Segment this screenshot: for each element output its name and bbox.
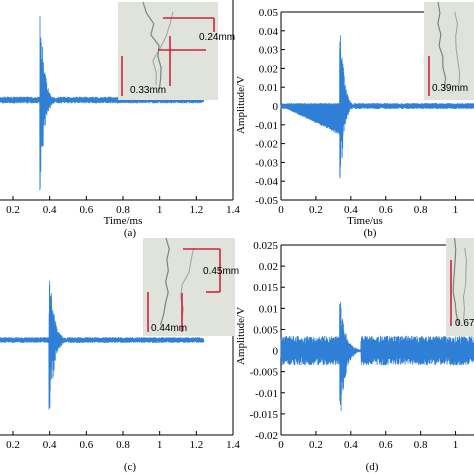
measure-label: 0.45mm (203, 266, 239, 277)
x-tick-label: 0.8 (116, 204, 130, 216)
inset-background (143, 238, 235, 336)
y-axis-label: Amplitude/V (235, 307, 247, 365)
inset-micrograph: 0.39mm (424, 1, 474, 100)
signal-trace (280, 301, 474, 411)
y-tick-label: -0.005 (250, 367, 279, 379)
y-ticks: 0.025 0.02 0.015 0.01 0.005 0 -0.005 -0.01 -0.01… (250, 240, 285, 442)
y-tick-label: 0 (273, 346, 279, 358)
x-tick-label: 1 (453, 439, 459, 451)
y-ticks: 0.05 0.04 0.03 0.02 0.01 0 -0.01 -0.02 -0.03 -0.0… (255, 7, 285, 207)
y-tick-label: 0.005 (253, 324, 278, 336)
panel-caption: (c) (124, 461, 137, 473)
x-tick-label: 0.4 (344, 439, 358, 451)
x-tick-label: 0 (278, 439, 284, 451)
inset-micrograph: 0.45mm 0.44mm (143, 237, 239, 336)
x-tick-label: 0.4 (43, 204, 57, 216)
y-tick-label: 0.03 (259, 45, 279, 57)
x-tick-label: 0.8 (414, 439, 428, 451)
y-tick-label: -0.04 (255, 176, 278, 188)
y-tick-label: -0.015 (250, 409, 279, 421)
x-tick-label: 0.2 (309, 204, 323, 216)
x-ticks: 0.2 0.4 0.6 0.8 1 1.2 1.4 (6, 196, 240, 216)
inset-micrograph: 0.67 (446, 237, 474, 336)
x-tick-label: 0.8 (116, 439, 130, 451)
crack-line (159, 237, 170, 326)
crack-line (454, 11, 461, 86)
x-tick-label: 0.4 (43, 439, 57, 451)
crack-line (142, 1, 162, 90)
measure-label: 0.39mm (432, 83, 468, 94)
x-tick-label: 0.6 (79, 439, 93, 451)
y-axis-label: Amplitude/V (235, 76, 247, 134)
y-tick-label: 0.04 (259, 26, 279, 38)
x-tick-label: 0.2 (309, 439, 323, 451)
signal-trace (0, 15, 205, 191)
y-tick-label: -0.01 (255, 388, 278, 400)
x-tick-label: 1.2 (189, 439, 203, 451)
y-tick-label: 0.01 (259, 303, 278, 315)
y-tick-label: -0.03 (255, 157, 278, 169)
y-tick-label: 0.05 (259, 7, 279, 19)
inset-micrograph: 0.24mm 0.33mm (118, 1, 235, 100)
y-tick-label: 0.025 (253, 240, 278, 252)
panel-a: 0.2 0.4 0.6 0.8 1 1.2 1.4 Time/ms (a) 0.24mm0.… (0, 0, 240, 239)
panel-caption: (d) (366, 461, 379, 473)
crack-line (152, 11, 174, 86)
x-tick-label: 0.6 (379, 439, 393, 451)
x-tick-label: 0.2 (6, 439, 20, 451)
x-ticks: 0 0.2 0.4 0.6 0.8 1 (278, 431, 458, 451)
measure-label: 0.33mm (130, 85, 166, 96)
y-tick-label: 0.015 (253, 282, 278, 294)
y-tick-label: 0.02 (259, 63, 278, 75)
x-tick-label: 1 (157, 204, 163, 216)
y-tick-label: 0.02 (259, 261, 278, 273)
signal-trace (0, 280, 205, 410)
x-tick-label: 0.4 (344, 204, 358, 216)
x-tick-label: 1.2 (189, 204, 203, 216)
x-tick-label: 0 (278, 204, 284, 216)
x-axis-label: Time/us (347, 215, 383, 227)
x-tick-label: 0.6 (379, 204, 393, 216)
crack-line (437, 1, 447, 90)
measure-label: 0.24mm (199, 32, 235, 43)
x-tick-label: 1 (157, 439, 163, 451)
y-tick-label: -0.02 (255, 139, 278, 151)
panel-caption: (a) (124, 227, 137, 239)
x-ticks: 0.2 0.4 0.6 0.8 1 1.2 1.4 (6, 431, 240, 451)
x-tick-label: 0.8 (414, 204, 428, 216)
measure-label: 0.44mm (151, 323, 187, 334)
measure-label: 0.67 (455, 318, 474, 329)
inset-background (424, 2, 474, 100)
x-tick-label: 1.4 (226, 204, 240, 216)
panel-d: 0 0.2 0.4 0.6 0.8 1 0.0250.020.0150.010.0050-… (235, 237, 474, 473)
y-tick-label: 0 (273, 101, 279, 113)
y-tick-label: 0.01 (259, 82, 278, 94)
x-ticks: 0 0.2 0.4 0.6 0.8 1 (278, 196, 458, 216)
y-tick-label: -0.05 (255, 195, 278, 207)
x-tick-label: 0.6 (79, 204, 93, 216)
crack-line (452, 237, 460, 326)
crack-line (462, 247, 467, 322)
y-tick-label: -0.02 (255, 430, 278, 442)
y-tick-label: -0.01 (255, 120, 278, 132)
x-tick-label: 1.4 (226, 439, 240, 451)
x-axis-label: Time/ms (104, 215, 143, 227)
x-tick-label: 1 (453, 204, 459, 216)
signal-trace (280, 35, 474, 179)
panel-caption: (b) (364, 227, 377, 239)
panel-c: 0.2 0.4 0.6 0.8 1 1.2 1.4 (c) 0.45mm 0.44mm (0, 237, 240, 473)
crack-line (180, 247, 195, 322)
x-tick-label: 0.2 (6, 204, 20, 216)
panel-b: 0 0.2 0.4 0.6 0.8 1 0.050.040.030.020.010-0.0… (235, 1, 474, 239)
